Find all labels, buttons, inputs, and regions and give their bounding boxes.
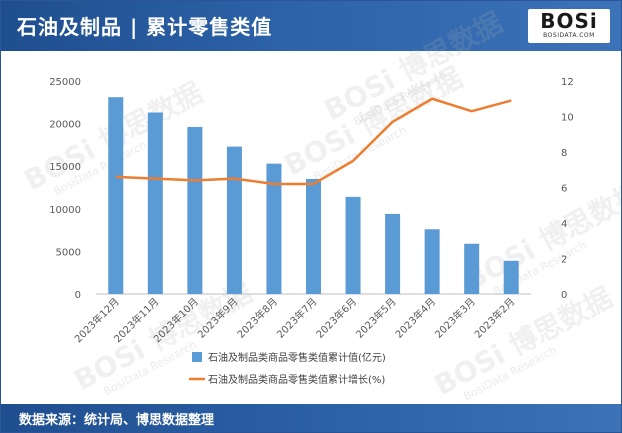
bar	[464, 243, 480, 294]
left-axis-tick: 0	[75, 290, 81, 301]
logo-wordmark: BOSi	[540, 9, 598, 33]
bar	[306, 178, 321, 294]
left-axis-tick: 15000	[49, 162, 81, 173]
bar	[503, 260, 519, 294]
bar-series	[108, 97, 519, 295]
bar	[345, 196, 361, 294]
bar	[266, 163, 282, 294]
right-axis-tick: 2	[561, 255, 567, 266]
bar	[147, 112, 163, 294]
line-series	[115, 97, 512, 186]
right-axis-tick: 12	[561, 77, 574, 88]
right-axis-tick: 8	[561, 148, 567, 159]
x-tick-label: 2023年4月	[392, 295, 438, 341]
left-axis-tick: 25000	[49, 77, 81, 88]
x-tick-label: 2023年3月	[432, 295, 478, 341]
header-bar: 石油及制品 | 累计零售类值 BOSi BOSIDATA.COM	[1, 1, 621, 51]
right-axis-tick: 10	[561, 113, 574, 124]
x-tick-label: 2023年5月	[353, 295, 399, 341]
bar	[108, 97, 124, 294]
right-axis-tick: 6	[561, 184, 567, 195]
data-source: 数据来源：统计局、博思数据整理	[19, 413, 215, 428]
x-tick-label: 2023年7月	[274, 295, 320, 341]
watermark-brand: BOSi 博思数据	[429, 281, 618, 402]
bar	[187, 127, 203, 295]
legend: 石油及制品类商品零售类值累计值(亿元) 石油及制品类商品零售类值累计增长(%)	[189, 351, 386, 386]
brand-logo: BOSi BOSIDATA.COM	[528, 9, 610, 43]
left-axis: 0 5000 10000 15000 20000 25000	[49, 77, 81, 301]
bar	[226, 146, 242, 294]
x-tick-label: 2023年6月	[313, 295, 359, 341]
left-axis-tick: 5000	[56, 247, 81, 258]
logo-url: BOSIDATA.COM	[543, 32, 595, 39]
footer-bar: 数据来源：统计局、博思数据整理	[1, 404, 621, 432]
page-title: 石油及制品 | 累计零售类值	[17, 15, 273, 39]
right-axis-tick: 0	[561, 290, 567, 301]
right-axis: 0 2 4 6 8 10 12	[561, 77, 574, 301]
right-axis-tick: 4	[561, 219, 567, 230]
bar	[385, 213, 401, 294]
legend-bar-swatch	[192, 352, 202, 362]
left-axis-tick: 10000	[49, 205, 81, 216]
legend-line-label: 石油及制品类商品零售类值累计增长(%)	[208, 373, 385, 386]
legend-bar-label: 石油及制品类商品零售类值累计值(亿元)	[208, 351, 386, 364]
left-axis-tick: 20000	[49, 120, 81, 131]
bar	[424, 229, 440, 294]
watermark-brand: BOSi 博思数据	[459, 176, 621, 297]
